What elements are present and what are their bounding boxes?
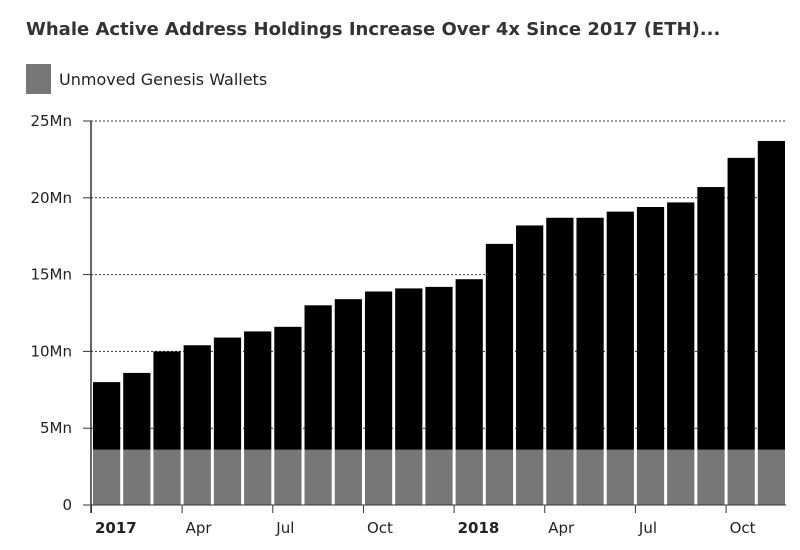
legend-label-genesis: Unmoved Genesis Wallets (59, 69, 268, 89)
bar-active (395, 288, 423, 450)
bar-active (757, 140, 785, 450)
bar-active (485, 243, 514, 450)
bar-active (244, 331, 272, 450)
bar-genesis (667, 449, 695, 505)
bar-active (697, 187, 725, 450)
y-tick-label: 0 (62, 496, 72, 514)
x-tick-label: Oct (730, 519, 756, 537)
chart-legend: Unmoved Genesis Wallets (26, 64, 267, 94)
x-tick-label: Apr (186, 519, 213, 537)
bar-active (546, 217, 574, 450)
x-tick-label: Apr (548, 519, 575, 537)
bar-active (636, 207, 665, 450)
bar-genesis (576, 449, 604, 505)
bar-genesis (395, 449, 423, 505)
bar-active (425, 286, 453, 450)
bar-genesis (183, 449, 211, 505)
bar-genesis (304, 449, 332, 505)
bar-genesis (516, 449, 544, 505)
bar-genesis (727, 449, 755, 505)
bar-genesis (93, 449, 121, 505)
bar-active (213, 337, 242, 450)
bar-genesis (757, 449, 785, 505)
y-tick-label: 15Mn (30, 266, 72, 284)
bar-active (364, 291, 393, 450)
bar-active (93, 382, 121, 450)
x-tick-label: 2018 (458, 519, 500, 537)
legend-swatch-genesis (26, 64, 51, 94)
bar-genesis (546, 449, 574, 505)
bar-active (274, 326, 302, 450)
y-tick-label: 25Mn (30, 112, 72, 130)
bar-genesis (697, 449, 725, 505)
x-tick-label: 2017 (95, 519, 137, 537)
bar-genesis (334, 449, 362, 505)
bar-genesis (123, 449, 151, 505)
bar-active (667, 202, 695, 450)
x-tick-label: Jul (275, 519, 294, 537)
bar-active (183, 345, 211, 450)
bar-genesis (364, 449, 393, 505)
bar-active (516, 225, 544, 450)
chart-title: Whale Active Address Holdings Increase O… (26, 19, 721, 40)
x-tick-label: Oct (367, 519, 393, 537)
bar-genesis (636, 449, 665, 505)
bar-active (334, 299, 362, 450)
bar-genesis (213, 449, 242, 505)
bar-genesis (606, 449, 634, 505)
bar-genesis (274, 449, 302, 505)
bar-genesis (244, 449, 272, 505)
bar-genesis (425, 449, 453, 505)
bar-active (304, 305, 332, 450)
bar-active (576, 217, 604, 450)
x-tick-label: Jul (638, 519, 657, 537)
bar-active (455, 279, 483, 450)
y-tick-label: 5Mn (40, 419, 72, 437)
y-tick-label: 10Mn (30, 342, 72, 360)
bar-active (727, 157, 755, 450)
bar-active (123, 372, 151, 450)
bar-genesis (153, 449, 181, 505)
bar-genesis (455, 449, 483, 505)
y-tick-label: 20Mn (30, 189, 72, 207)
bar-active (606, 211, 634, 450)
bar-genesis (485, 449, 514, 505)
bar-active (153, 351, 181, 450)
